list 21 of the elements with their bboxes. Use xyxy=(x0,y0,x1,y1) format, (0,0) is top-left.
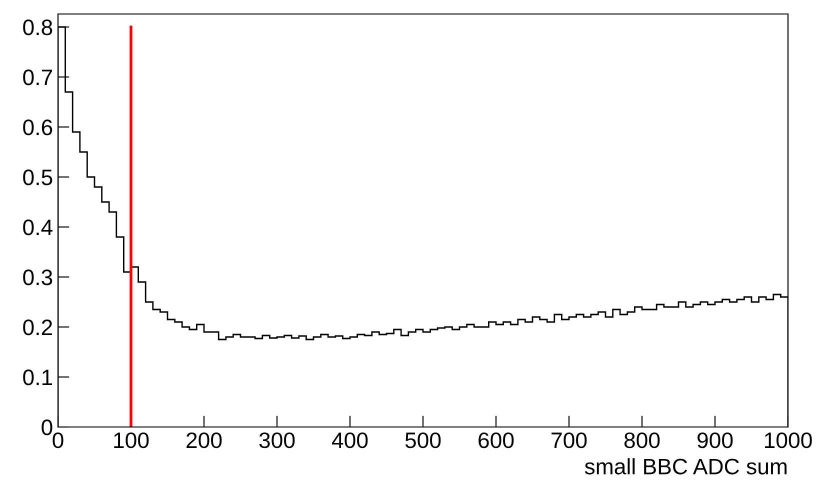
x-tick-label: 500 xyxy=(405,432,441,448)
x-tick-label: 100 xyxy=(114,432,149,448)
y-tick-label: 0 xyxy=(42,420,52,436)
x-tick-label: 0 xyxy=(52,432,64,448)
x-tick-label: 900 xyxy=(698,432,733,448)
y-tick-label: 0.4 xyxy=(23,220,52,236)
x-tick-label: 600 xyxy=(478,432,514,448)
y-tick-label: 0.3 xyxy=(23,270,52,286)
x-tick-label: 300 xyxy=(259,432,295,448)
y-tick-label: 0.7 xyxy=(23,70,52,86)
y-tick-label: 0.1 xyxy=(23,370,52,386)
x-tick-label: 1000 xyxy=(764,432,812,448)
x-axis-title: small BBC ADC sum xyxy=(584,458,787,474)
x-tick-label: 400 xyxy=(332,432,368,448)
x-tick-label: 700 xyxy=(552,432,587,448)
x-tick-label: 200 xyxy=(186,432,222,448)
x-tick-label: 800 xyxy=(624,432,660,448)
y-tick-label: 0.6 xyxy=(23,120,52,136)
y-tick-label: 0.2 xyxy=(23,320,52,336)
y-tick-label: 0.8 xyxy=(23,20,52,36)
y-tick-label: 0.5 xyxy=(23,170,52,186)
